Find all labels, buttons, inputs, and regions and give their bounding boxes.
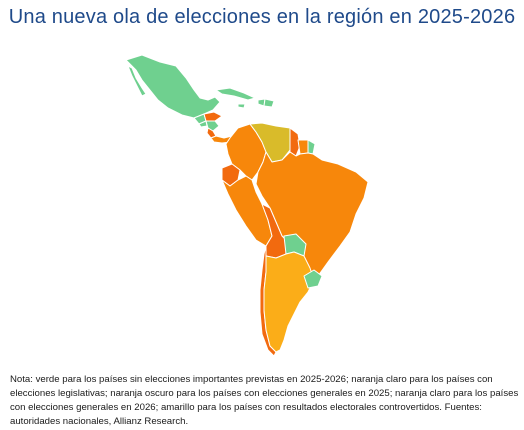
country-jamaica [237, 103, 246, 109]
country-argentina [263, 251, 315, 353]
country-french-guiana [307, 139, 316, 155]
map-note: Nota: verde para los países sin eleccion… [10, 374, 519, 427]
country-venezuela [249, 122, 295, 163]
country-uruguay [303, 269, 323, 289]
country-honduras [203, 111, 223, 122]
country-mexico [125, 54, 221, 119]
country-suriname [297, 139, 309, 155]
country-dominican-republic [263, 98, 275, 108]
map-title: Una nueva ola de elecciones en la región… [8, 6, 516, 28]
country-mexico-baja [127, 65, 147, 97]
country-cuba [215, 87, 256, 101]
